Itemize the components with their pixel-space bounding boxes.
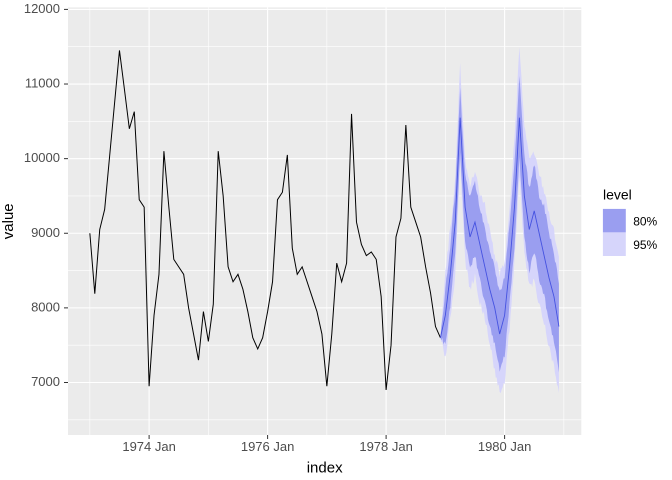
- svg-text:1980 Jan: 1980 Jan: [478, 439, 532, 454]
- svg-text:12000: 12000: [24, 1, 60, 16]
- svg-text:80%: 80%: [633, 214, 657, 228]
- svg-text:value: value: [0, 203, 17, 239]
- svg-text:11000: 11000: [25, 76, 60, 91]
- svg-text:7000: 7000: [31, 374, 60, 389]
- svg-text:level: level: [603, 187, 632, 203]
- svg-text:1978 Jan: 1978 Jan: [359, 439, 413, 454]
- svg-text:10000: 10000: [24, 150, 60, 165]
- svg-text:1974 Jan: 1974 Jan: [122, 439, 176, 454]
- svg-text:9000: 9000: [31, 225, 60, 240]
- svg-text:index: index: [307, 460, 343, 477]
- svg-text:1976 Jan: 1976 Jan: [241, 439, 295, 454]
- svg-text:8000: 8000: [31, 299, 60, 314]
- svg-text:95%: 95%: [633, 238, 657, 252]
